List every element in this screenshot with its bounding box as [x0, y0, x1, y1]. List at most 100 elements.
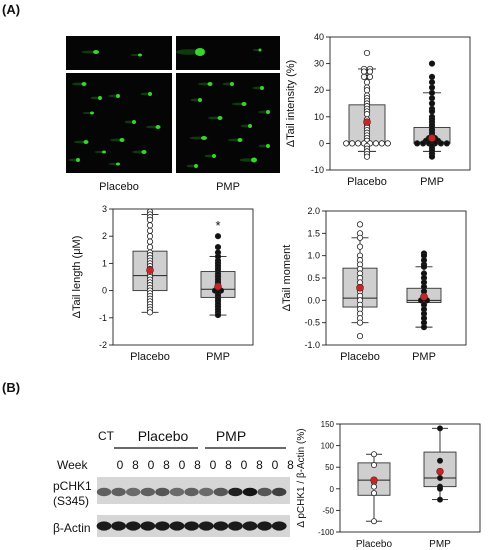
comet-head-8 [90, 111, 94, 115]
comet-head-0 [93, 50, 99, 54]
band-actin-2 [125, 521, 141, 531]
data-point-1-32 [428, 153, 436, 160]
band-pchk1-10 [242, 487, 258, 497]
comet-head-10 [155, 125, 161, 129]
band-pchk1-7 [199, 487, 214, 497]
y-tick-label-5: 3 [102, 204, 107, 214]
band-actin-12 [271, 521, 287, 531]
data-point-1-1 [428, 73, 436, 81]
data-point-0-20 [356, 332, 364, 340]
band-pchk1-1 [111, 487, 126, 497]
data-point-0-33 [378, 140, 385, 147]
blot-pmp-label: PMP [216, 428, 246, 444]
comet-head-26 [237, 138, 243, 142]
data-point-1-3 [428, 84, 436, 91]
data-point-0-7 [146, 238, 154, 245]
band-actin-9 [228, 521, 243, 531]
band-actin-8 [213, 521, 229, 531]
comet-head-23 [217, 116, 223, 120]
comet-head-5 [98, 96, 102, 100]
band-actin-7 [198, 521, 214, 531]
data-point-0-4 [146, 222, 154, 229]
blot-placebo-label: Placebo [138, 428, 189, 444]
micrograph-label-placebo: Placebo [99, 181, 139, 193]
micrograph-placebo-top [66, 36, 172, 70]
data-point-0-3 [360, 68, 368, 75]
mean-marker-0 [363, 118, 371, 126]
comet-head-15 [76, 158, 80, 162]
mean-marker-1 [436, 467, 444, 476]
data-point-0-0 [356, 221, 364, 228]
y-tick-label-1: -0.5 [304, 318, 320, 328]
data-point-0-4 [366, 68, 374, 75]
data-point-1-1 [214, 243, 222, 251]
y-tick-label-2: 0.0 [307, 295, 320, 305]
category-label-0: Placebo [340, 351, 380, 363]
data-point-0-31 [146, 309, 154, 316]
panel-b-label: (B) [2, 380, 20, 395]
data-point-0-3 [356, 243, 364, 250]
data-point-0-19 [356, 319, 364, 326]
lane-label-6: 0 [210, 458, 217, 472]
band-pchk1-8 [213, 487, 228, 497]
data-point-0-17 [363, 111, 371, 118]
panel-a-label: (A) [2, 2, 20, 17]
y-tick-label-4: 1.0 [307, 251, 320, 261]
bands-actin [96, 521, 287, 531]
data-point-0-6 [146, 233, 154, 240]
y-tick-label-0: -100 [318, 528, 335, 537]
data-point-1-4 [420, 263, 428, 270]
lane-label-3: 8 [163, 458, 170, 472]
lane-label-8: 0 [241, 458, 248, 472]
category-label-1: PMP [206, 351, 230, 363]
comet-head-14 [141, 150, 147, 154]
band-pchk1-3 [140, 487, 155, 497]
chart-tail-moment: -1.0 -0.5 0.0 0.5 1.0 1.5 2.0 ΔTail moment Place… [281, 206, 467, 363]
micrograph-block [66, 36, 280, 173]
y-tick-label-5: 1.5 [307, 228, 320, 238]
micrograph-pmp-top [176, 36, 280, 70]
plot-frame [112, 208, 254, 346]
band-pchk1-12 [272, 487, 287, 497]
comet-head-17 [207, 82, 213, 86]
y-axis-label: ΔTail moment [281, 245, 293, 312]
data-point-1-3 [436, 474, 443, 481]
lane-label-5: 8 [194, 458, 201, 472]
data-point-0-29 [354, 140, 362, 147]
blot-row2-label: β-Actin [53, 521, 91, 535]
data-point-1-0 [436, 425, 443, 432]
data-point-0-9 [363, 87, 371, 94]
lane-label-2: 0 [148, 458, 155, 472]
category-label-1: PMP [429, 539, 451, 550]
data-point-1-23 [419, 140, 427, 147]
y-tick-label-3: 1 [102, 258, 107, 268]
band-pchk1-6 [184, 487, 199, 497]
comet-head-30 [194, 164, 198, 168]
data-point-0-5 [360, 73, 368, 81]
mean-marker-0 [370, 476, 378, 484]
chart-pchk1: -100 -50 0 50 100 150 Δ pCHK1 / β-Actin (%) Pla… [296, 420, 481, 550]
micrograph-label-pmp: PMP [216, 181, 240, 193]
mean-marker-0 [146, 266, 154, 275]
y-tick-label-3: 0.5 [307, 273, 320, 283]
lane-label-1: 8 [132, 458, 139, 472]
plot-frame [329, 36, 471, 171]
band-actin-10 [242, 521, 258, 531]
blot-row1-label-line2: (S345) [53, 494, 89, 508]
y-tick-label-1: -1 [99, 313, 107, 323]
mean-marker-1 [428, 134, 436, 142]
y-tick-label-3: 20 [314, 85, 324, 95]
y-tick-label-4: 2 [102, 231, 107, 241]
comet-head-13 [102, 150, 106, 154]
category-label-1: PMP [420, 176, 444, 188]
mean-marker-1 [214, 282, 222, 291]
comet-head-20 [198, 98, 202, 102]
data-point-0-5 [370, 490, 377, 497]
comet-head-1 [138, 53, 142, 57]
comet-head-22 [266, 110, 270, 114]
mean-marker-1 [420, 292, 428, 301]
data-point-1-22 [414, 140, 421, 147]
data-point-1-1 [436, 457, 443, 464]
